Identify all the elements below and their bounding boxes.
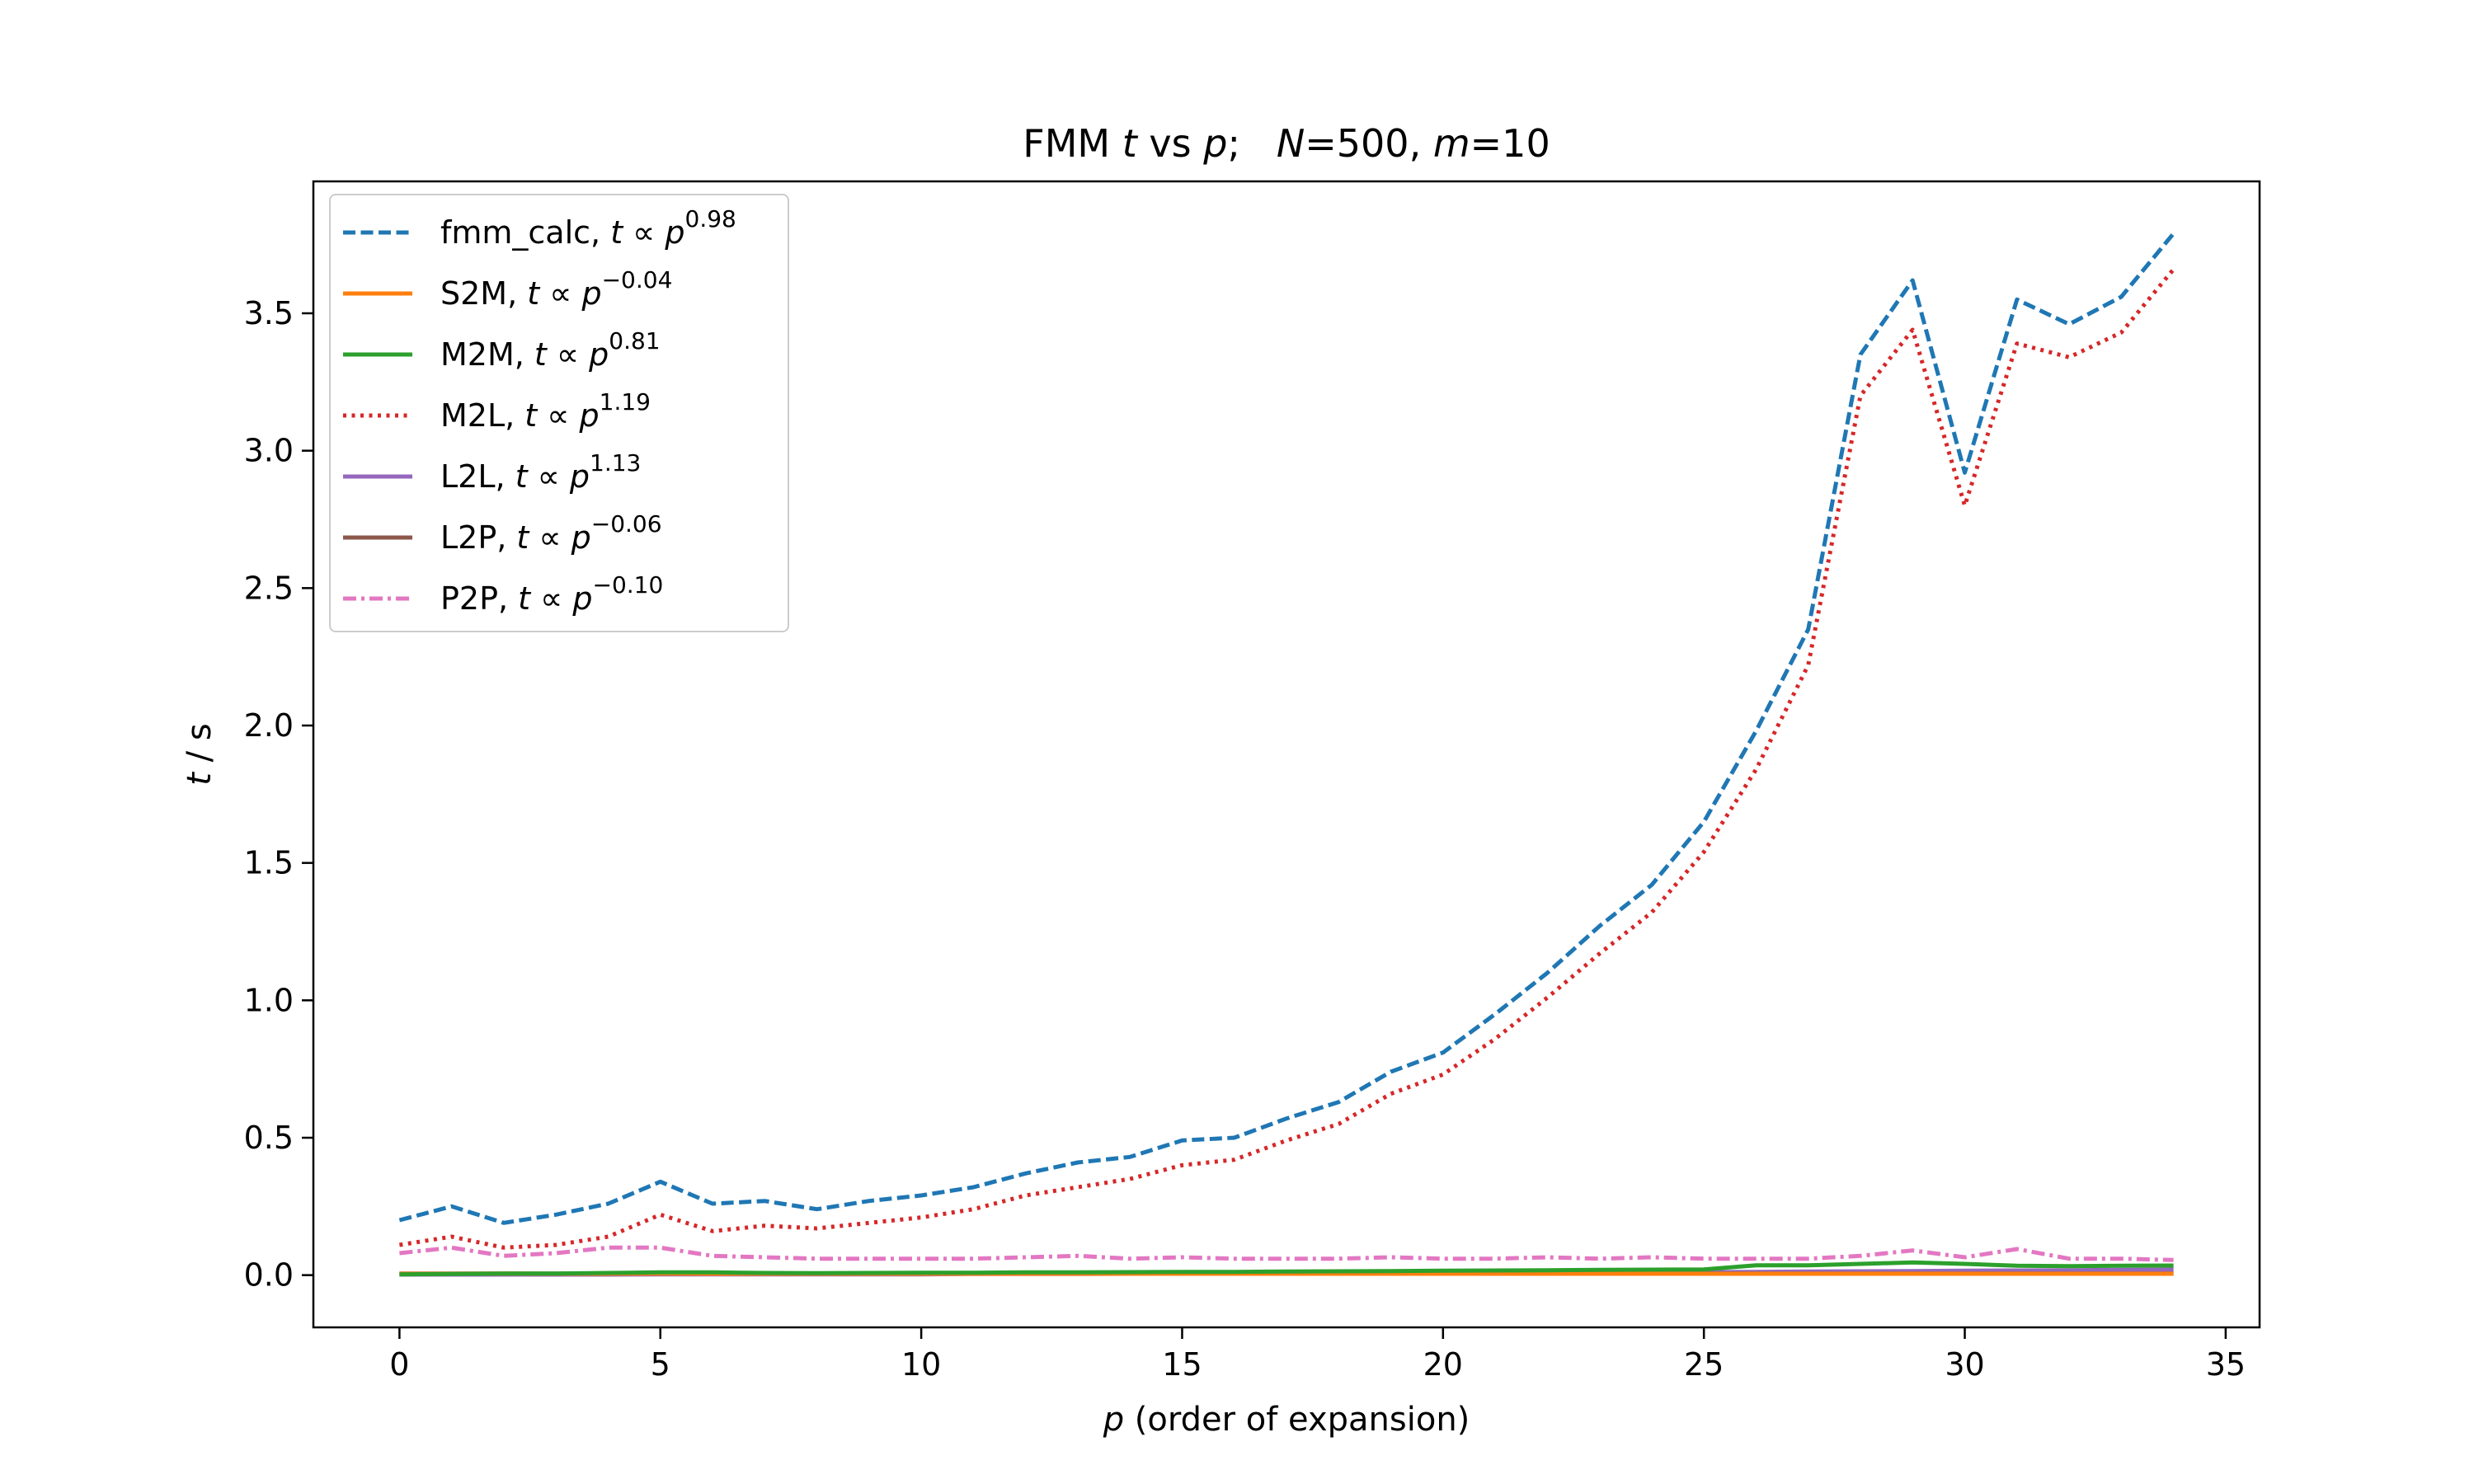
legend-entry-s2m: S2M, t ∝ p−0.04 — [440, 266, 672, 312]
y-tick-label: 0.5 — [244, 1120, 294, 1156]
legend-box — [329, 194, 789, 632]
legend-entry-p2p: P2P, t ∝ p−0.10 — [440, 571, 663, 617]
x-tick-label: 35 — [2206, 1346, 2246, 1383]
series-line-m2m — [399, 1260, 2174, 1277]
legend: fmm_calc, t ∝ p0.98 S2M, t ∝ p−0.04 M2M, t… — [329, 194, 789, 632]
y-axis-label: t / s — [181, 723, 219, 785]
y-tick-label: 1.5 — [244, 845, 294, 881]
legend-entry-l2l: L2L, t ∝ p1.13 — [440, 449, 641, 495]
y-tick-label: 3.5 — [244, 295, 294, 331]
series-line-p2p — [399, 1245, 2174, 1262]
y-tick-label: 3.0 — [244, 433, 294, 469]
y-tick-label: 2.0 — [244, 707, 294, 744]
y-tick-label: 2.5 — [244, 570, 294, 606]
x-axis-label: p (order of expansion) — [1103, 1401, 1470, 1439]
x-tick-label: 30 — [1945, 1346, 1984, 1383]
x-tick-label: 10 — [901, 1346, 941, 1383]
axis-ticks: 0 5 10 15 20 25 30 35 0.0 0.5 1.0 1.5 2.0 2.5 3.0 3.5 — [244, 295, 2246, 1383]
x-tick-label: 0 — [389, 1346, 409, 1383]
x-tick-label: 5 — [651, 1346, 670, 1383]
legend-entry-m2m: M2M, t ∝ p0.81 — [440, 327, 661, 373]
y-tick-label: 1.0 — [244, 982, 294, 1018]
chart-title: FMM t vs p; N=500, m=10 — [1023, 121, 1550, 166]
y-tick-label: 0.0 — [244, 1257, 294, 1294]
series-line-fmm-calc — [398, 232, 2175, 1225]
legend-entry-l2p: L2P, t ∝ p−0.06 — [440, 510, 662, 556]
x-tick-label: 25 — [1684, 1346, 1724, 1383]
series-line-m2l — [399, 268, 2175, 1250]
plot-lines — [398, 232, 2175, 1277]
legend-entry-fmm-calc: fmm_calc, t ∝ p0.98 — [440, 205, 736, 251]
x-tick-label: 20 — [1423, 1346, 1463, 1383]
legend-entry-m2l: M2L, t ∝ p1.19 — [440, 388, 651, 434]
x-tick-label: 15 — [1162, 1346, 1202, 1383]
plot-frame — [312, 180, 2261, 1329]
